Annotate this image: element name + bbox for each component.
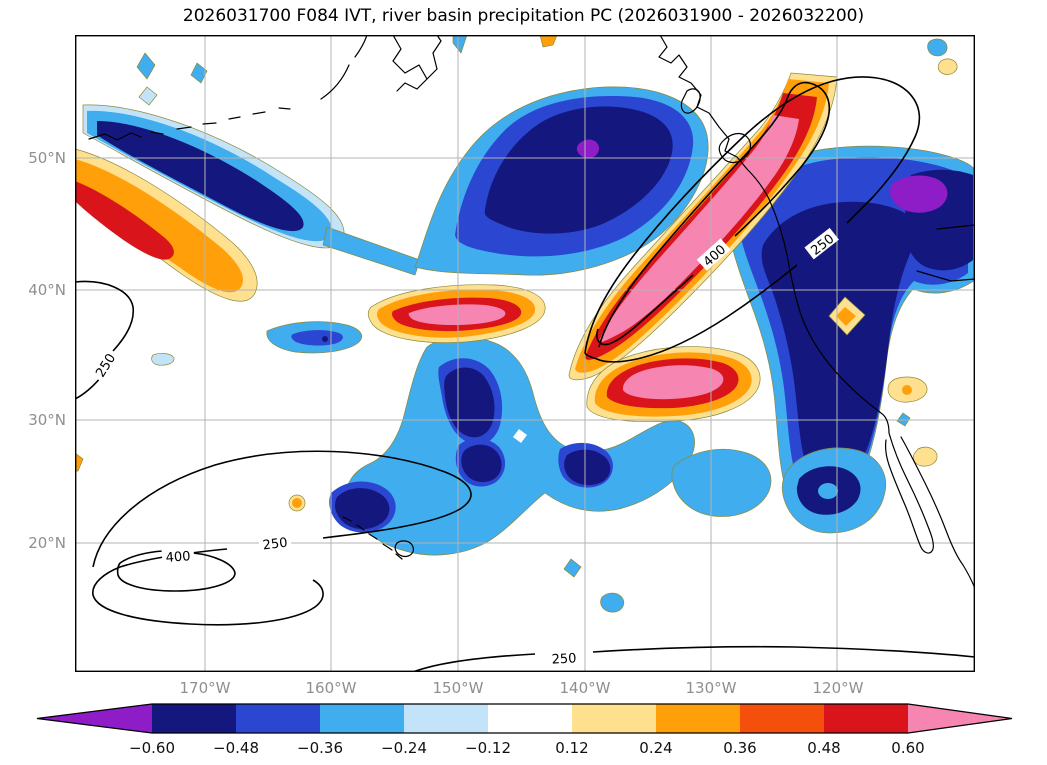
map-panel: 250 250 400 250 400 250 bbox=[75, 35, 975, 672]
colorbar-segment bbox=[404, 704, 488, 733]
colorbar-outline bbox=[36, 703, 1013, 734]
aleutian-islands-coast bbox=[88, 35, 368, 141]
shaded-regions bbox=[75, 35, 975, 613]
ivt-250-contour-south bbox=[412, 645, 975, 672]
north-america-coast bbox=[658, 35, 975, 590]
colorbar-tick: 0.48 bbox=[807, 739, 840, 757]
ivt-250-contour-west bbox=[75, 280, 135, 400]
state-border-lines bbox=[916, 224, 975, 282]
xtick-160w: 160°W bbox=[305, 679, 357, 697]
ytick-50n: 50°N bbox=[28, 149, 66, 167]
contour-label-250-southwest: 250 bbox=[262, 536, 288, 554]
colorbar-tick: 0.12 bbox=[555, 739, 588, 757]
chart-title: 2026031700 F084 IVT, river basin precipi… bbox=[182, 6, 865, 26]
contour-label-250-south: 250 bbox=[551, 651, 577, 667]
colorbar-tick: 0.36 bbox=[723, 739, 756, 757]
colorbar-tick: −0.12 bbox=[465, 739, 511, 757]
ivt-contours bbox=[75, 76, 975, 672]
gridlines bbox=[75, 35, 975, 672]
xtick-150w: 150°W bbox=[432, 679, 484, 697]
ivt-400-contour-southwest bbox=[116, 550, 236, 592]
xtick-140w: 140°W bbox=[559, 679, 611, 697]
colorbar-segment bbox=[740, 704, 824, 733]
colorbar-tick: −0.60 bbox=[129, 739, 175, 757]
ytick-30n: 30°N bbox=[28, 411, 66, 429]
colorbar-tick: 0.24 bbox=[639, 739, 672, 757]
ivt-250-contour-ar bbox=[584, 76, 921, 363]
colorbar-segment bbox=[320, 704, 404, 733]
colorbar-segment bbox=[236, 704, 320, 733]
contour-label-400-southwest: 400 bbox=[165, 549, 191, 566]
vancouver-island-coast bbox=[718, 132, 752, 164]
colorbar-tick: −0.48 bbox=[213, 739, 259, 757]
haida-gwaii-coast bbox=[680, 88, 701, 114]
coastlines bbox=[88, 35, 975, 590]
colorbar-segment bbox=[824, 704, 908, 733]
colorbar-segment bbox=[572, 704, 656, 733]
colorbar-tick: 0.60 bbox=[891, 739, 924, 757]
colorbar-segment bbox=[488, 704, 572, 733]
colorbar-tick: −0.24 bbox=[381, 739, 427, 757]
contour-labels: 250 250 400 250 400 250 bbox=[89, 227, 839, 668]
colorbar-segment bbox=[152, 704, 236, 733]
colorbar-segment bbox=[656, 704, 740, 733]
colorbar: −0.60 −0.48 −0.36 −0.24 −0.12 0.12 0.24 … bbox=[36, 703, 1013, 757]
colorbar-extend-max-arrow bbox=[908, 704, 1012, 733]
map-frame bbox=[75, 35, 975, 672]
alaska-coast bbox=[392, 35, 442, 92]
xtick-130w: 130°W bbox=[685, 679, 737, 697]
xtick-120w: 120°W bbox=[812, 679, 864, 697]
hawaii-islands-coast bbox=[342, 516, 414, 560]
ytick-40n: 40°N bbox=[28, 281, 66, 299]
ytick-20n: 20°N bbox=[28, 534, 66, 552]
ivt-250-contour-southwest bbox=[92, 450, 472, 626]
ivt-400-contour-ar bbox=[596, 81, 831, 348]
colorbar-extend-min-arrow bbox=[37, 704, 152, 733]
colorbar-tick: −0.36 bbox=[297, 739, 343, 757]
xtick-170w: 170°W bbox=[179, 679, 231, 697]
